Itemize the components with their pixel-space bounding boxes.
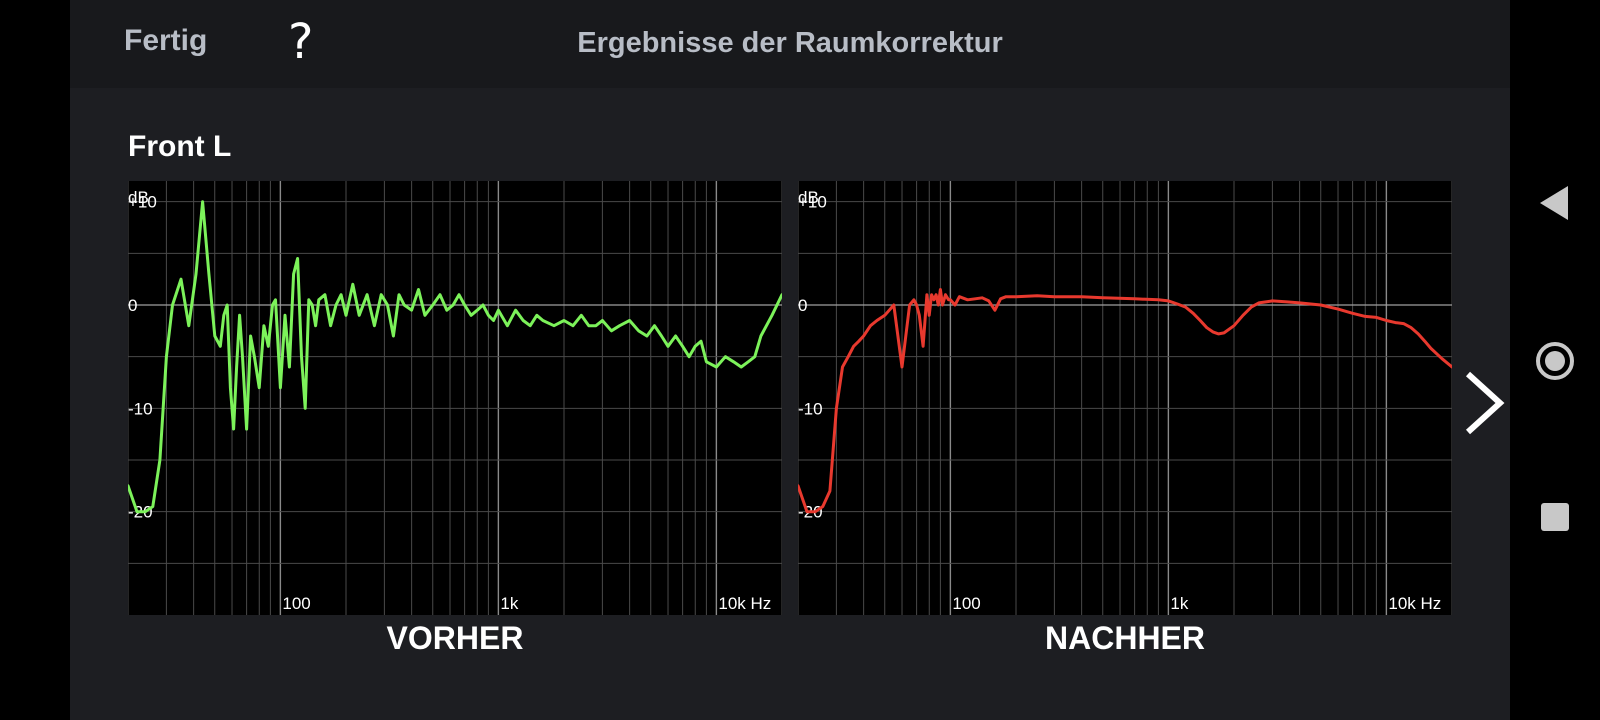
y-tick-label: 0 [798,296,807,315]
y-tick-label: +10 [128,193,157,212]
y-tick-label: -10 [128,399,153,418]
after-caption: NACHHER [1045,620,1205,656]
x-tick-label: 10k Hz [718,594,771,613]
page-title: Ergebnisse der Raumkorrektur [577,27,1003,59]
square-recents-icon[interactable] [1530,492,1580,542]
system-nav-bar [1510,0,1600,720]
before-chart: dB +10 0 -10 -20 100 1k 10k Hz [128,181,782,615]
x-tick-label: 100 [282,594,310,613]
help-button[interactable]: ? [288,14,314,70]
circle-home-icon[interactable] [1530,336,1580,386]
top-bar: Fertig ? Ergebnisse der Raumkorrektur [70,0,1510,88]
frequency-response-line [798,288,1452,514]
frequency-response-line [128,200,782,514]
y-tick-label: 0 [128,296,137,315]
x-tick-label: 1k [500,594,518,613]
done-button[interactable]: Fertig [124,24,208,57]
before-caption: VORHER [386,620,524,656]
y-axis-label: dB [128,188,149,207]
y-axis-label: dB [798,188,819,207]
chevron-right-icon[interactable] [1460,368,1510,438]
y-tick-label: -10 [798,399,823,418]
y-tick-label: +10 [798,193,827,212]
x-tick-label: 1k [1170,594,1188,613]
x-tick-label: 10k Hz [1388,594,1441,613]
channel-label: Front L [128,130,232,163]
after-chart: dB +10 0 -10 -20 100 1k 10k Hz [798,181,1452,615]
app-window: Fertig ? Ergebnisse der Raumkorrektur Fr… [70,0,1510,720]
triangle-back-icon[interactable] [1530,178,1580,228]
x-tick-label: 100 [952,594,980,613]
